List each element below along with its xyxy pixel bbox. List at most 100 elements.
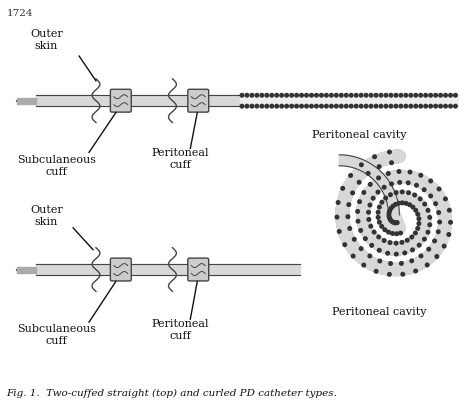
Circle shape bbox=[386, 251, 390, 255]
Circle shape bbox=[419, 93, 422, 97]
Circle shape bbox=[285, 93, 289, 97]
Circle shape bbox=[404, 93, 408, 97]
Circle shape bbox=[416, 213, 419, 216]
Text: Outer
skin: Outer skin bbox=[30, 29, 63, 51]
Circle shape bbox=[389, 104, 393, 108]
Circle shape bbox=[410, 248, 414, 252]
Circle shape bbox=[265, 93, 269, 97]
Circle shape bbox=[295, 93, 298, 97]
Circle shape bbox=[343, 243, 346, 246]
Circle shape bbox=[329, 104, 333, 108]
Circle shape bbox=[417, 217, 421, 221]
Circle shape bbox=[377, 176, 380, 180]
Circle shape bbox=[428, 223, 431, 227]
Circle shape bbox=[305, 104, 308, 108]
Circle shape bbox=[414, 208, 418, 212]
Circle shape bbox=[398, 181, 401, 184]
Circle shape bbox=[377, 235, 381, 239]
Circle shape bbox=[447, 233, 451, 236]
Circle shape bbox=[389, 193, 392, 196]
Circle shape bbox=[362, 191, 365, 194]
Circle shape bbox=[384, 196, 387, 200]
Text: Fig. 1.  Two-cuffed straight (top) and curled PD catheter types.: Fig. 1. Two-cuffed straight (top) and cu… bbox=[7, 389, 337, 398]
Circle shape bbox=[408, 170, 412, 174]
Circle shape bbox=[250, 93, 254, 97]
Circle shape bbox=[387, 214, 391, 218]
Circle shape bbox=[434, 202, 438, 206]
Circle shape bbox=[240, 104, 244, 108]
Circle shape bbox=[366, 172, 370, 175]
Circle shape bbox=[295, 104, 298, 108]
Circle shape bbox=[411, 205, 415, 209]
Circle shape bbox=[413, 193, 417, 197]
Circle shape bbox=[310, 93, 313, 97]
Circle shape bbox=[424, 104, 428, 108]
Circle shape bbox=[429, 93, 432, 97]
Circle shape bbox=[429, 104, 432, 108]
Circle shape bbox=[368, 203, 372, 207]
Circle shape bbox=[380, 225, 383, 228]
Circle shape bbox=[434, 93, 438, 97]
Circle shape bbox=[389, 262, 392, 265]
Text: Subculaneous
cuff: Subculaneous cuff bbox=[17, 324, 96, 346]
Circle shape bbox=[337, 201, 340, 204]
Circle shape bbox=[414, 269, 418, 273]
Circle shape bbox=[255, 104, 259, 108]
Circle shape bbox=[427, 247, 430, 251]
Circle shape bbox=[290, 93, 293, 97]
Circle shape bbox=[390, 161, 393, 164]
Circle shape bbox=[376, 216, 380, 219]
Circle shape bbox=[383, 228, 387, 231]
Circle shape bbox=[423, 237, 426, 241]
Circle shape bbox=[401, 190, 404, 194]
Circle shape bbox=[374, 269, 378, 273]
Circle shape bbox=[404, 202, 408, 205]
Circle shape bbox=[380, 200, 384, 204]
Circle shape bbox=[437, 211, 440, 215]
Circle shape bbox=[404, 104, 408, 108]
Circle shape bbox=[325, 93, 328, 97]
Circle shape bbox=[362, 263, 365, 267]
Circle shape bbox=[449, 104, 452, 108]
Circle shape bbox=[305, 93, 308, 97]
Circle shape bbox=[406, 181, 410, 185]
Circle shape bbox=[260, 93, 264, 97]
Circle shape bbox=[394, 191, 398, 194]
Circle shape bbox=[280, 93, 283, 97]
Circle shape bbox=[285, 104, 289, 108]
Circle shape bbox=[388, 241, 392, 244]
Circle shape bbox=[369, 224, 373, 228]
Circle shape bbox=[349, 104, 353, 108]
Circle shape bbox=[359, 229, 363, 232]
Circle shape bbox=[367, 210, 370, 214]
Circle shape bbox=[449, 93, 452, 97]
Circle shape bbox=[358, 200, 361, 204]
Circle shape bbox=[349, 174, 352, 177]
Circle shape bbox=[346, 215, 350, 219]
Circle shape bbox=[422, 188, 426, 191]
Circle shape bbox=[444, 93, 447, 97]
Circle shape bbox=[410, 259, 413, 263]
Circle shape bbox=[290, 104, 293, 108]
Circle shape bbox=[367, 218, 371, 221]
Circle shape bbox=[401, 201, 404, 204]
Circle shape bbox=[275, 93, 279, 97]
Circle shape bbox=[415, 183, 418, 187]
Circle shape bbox=[383, 185, 386, 189]
Circle shape bbox=[369, 104, 373, 108]
Circle shape bbox=[387, 230, 391, 234]
Circle shape bbox=[359, 104, 363, 108]
Circle shape bbox=[408, 203, 411, 206]
Circle shape bbox=[390, 182, 393, 186]
Circle shape bbox=[399, 231, 402, 235]
Circle shape bbox=[395, 221, 399, 224]
Circle shape bbox=[439, 93, 442, 97]
Text: Peritoneal
cuff: Peritoneal cuff bbox=[152, 148, 209, 170]
Circle shape bbox=[444, 104, 447, 108]
Circle shape bbox=[310, 104, 313, 108]
Circle shape bbox=[355, 93, 358, 97]
Circle shape bbox=[414, 93, 418, 97]
Circle shape bbox=[394, 104, 398, 108]
Circle shape bbox=[260, 104, 264, 108]
Circle shape bbox=[345, 104, 348, 108]
